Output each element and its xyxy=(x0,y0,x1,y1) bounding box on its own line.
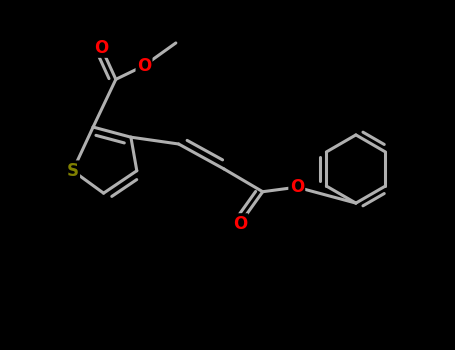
Text: O: O xyxy=(137,57,151,75)
Text: O: O xyxy=(290,178,304,196)
Text: O: O xyxy=(94,38,108,56)
Text: S: S xyxy=(67,162,79,180)
Text: O: O xyxy=(233,215,247,232)
